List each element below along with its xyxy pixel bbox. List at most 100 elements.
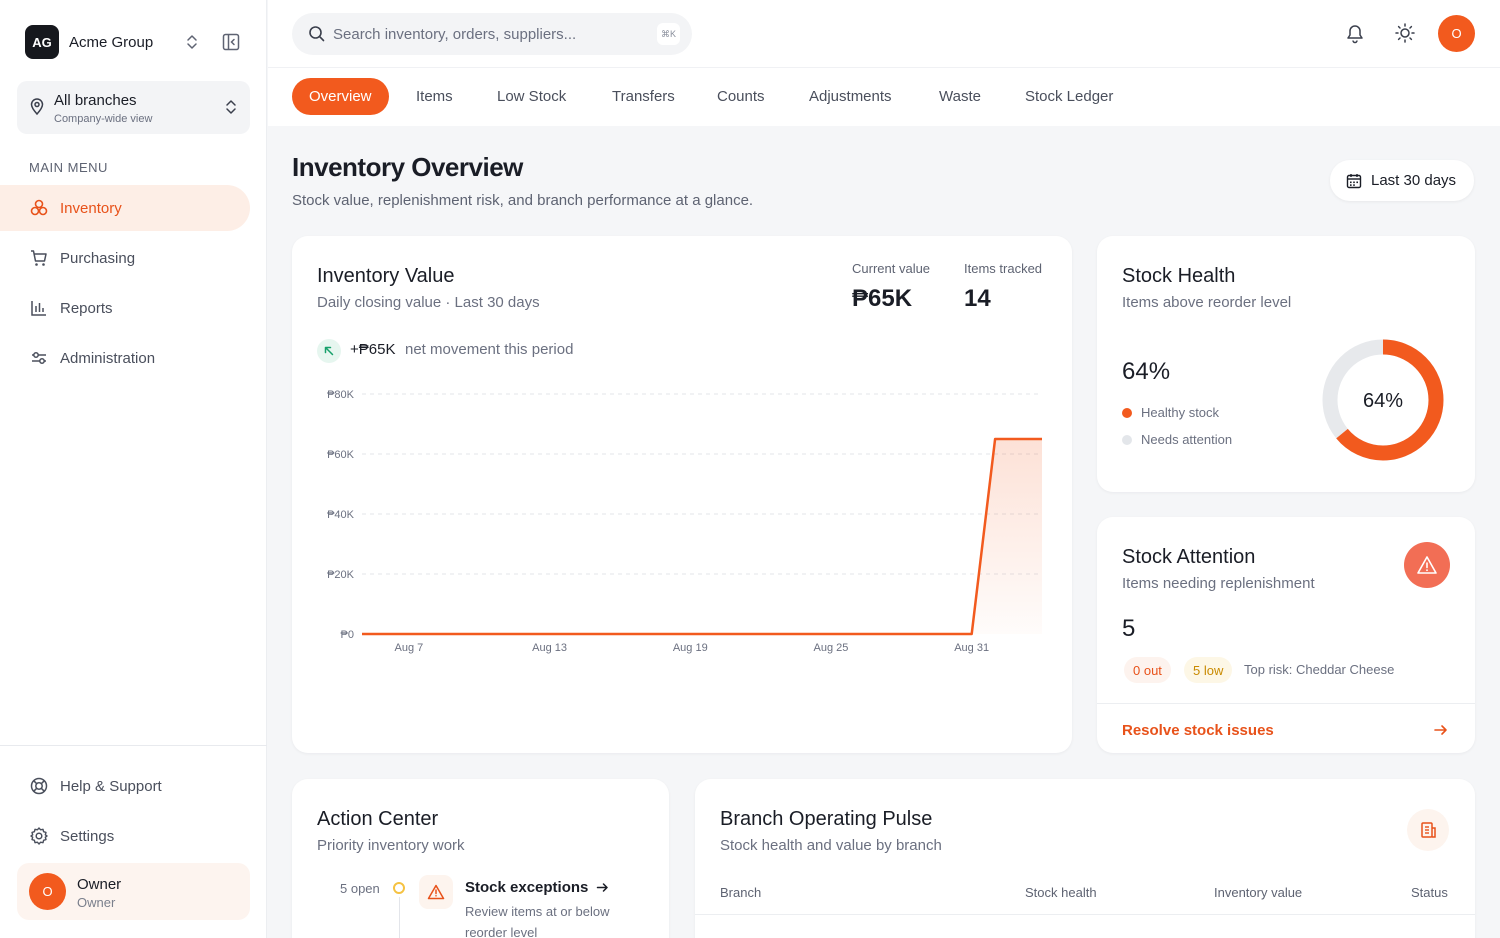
arrow-up-left-icon <box>317 339 341 363</box>
boxes-icon <box>29 198 49 218</box>
sidebar-item-administration[interactable]: Administration <box>0 335 250 381</box>
search-input[interactable] <box>333 24 633 44</box>
sidebar-item-label: Reports <box>60 299 113 317</box>
net-movement-text: net movement this period <box>405 341 574 358</box>
card-title: Stock Attention <box>1122 546 1256 568</box>
search-icon <box>308 25 326 43</box>
inventory-value-card: Inventory Value Daily closing value · La… <box>292 236 1072 753</box>
tab-waste[interactable]: Waste <box>939 88 981 105</box>
sun-icon[interactable] <box>1394 22 1416 44</box>
net-movement-amount: +₱65K <box>350 341 396 358</box>
org-switcher[interactable]: AG Acme Group <box>25 25 245 59</box>
low-stock-pill: 5 low <box>1184 657 1233 683</box>
y-tick-label: ₱0 <box>341 629 354 641</box>
sliders-icon <box>29 348 49 368</box>
legend-label: Healthy stock <box>1141 405 1220 420</box>
arrow-right-icon <box>597 883 609 892</box>
column-header-inventory-value[interactable]: Inventory value <box>1214 885 1303 900</box>
timeline-line <box>399 897 400 938</box>
chart-area-fill <box>362 439 1042 634</box>
legend-needs-attention: Needs attention <box>1122 432 1232 447</box>
sidebar: AG Acme Group All branches Company-wide … <box>0 0 267 938</box>
card-subtitle: Priority inventory work <box>317 837 465 854</box>
resolve-stock-issues-link[interactable]: Resolve stock issues <box>1122 722 1274 739</box>
card-subtitle: Daily closing value · Last 30 days <box>317 294 540 311</box>
avatar[interactable]: O <box>1438 15 1475 52</box>
page-title: Inventory Overview <box>292 152 523 182</box>
sidebar-item-label: Help & Support <box>60 777 162 795</box>
date-range-button[interactable]: Last 30 days <box>1330 160 1474 201</box>
legend-dot <box>1122 434 1132 445</box>
main-menu-label: MAIN MENU <box>29 160 108 175</box>
out-of-stock-pill: 0 out <box>1124 657 1171 683</box>
lifebuoy-icon <box>29 776 49 796</box>
column-header-stock-health[interactable]: Stock health <box>1025 885 1097 900</box>
chart-series-line <box>362 437 1042 636</box>
sidebar-item-label: Administration <box>60 349 156 367</box>
org-logo: AG <box>25 25 59 59</box>
legend-label: Needs attention <box>1141 432 1233 447</box>
date-range-label: Last 30 days <box>1371 172 1457 189</box>
x-tick-label: Aug 13 <box>532 642 567 654</box>
user-role: Owner <box>77 895 116 910</box>
bar-chart-icon <box>29 298 49 318</box>
gear-icon <box>29 826 49 846</box>
bell-icon[interactable] <box>1345 22 1365 44</box>
tab-transfers[interactable]: Transfers <box>612 88 675 105</box>
branch-subtitle: Company-wide view <box>54 113 153 125</box>
stock-exceptions-link[interactable]: Stock exceptions <box>465 879 609 896</box>
sidebar-item-reports[interactable]: Reports <box>0 285 250 331</box>
legend-healthy: Healthy stock <box>1122 405 1219 420</box>
inventory-value-chart: ₱0 ₱20K ₱40K ₱60K ₱80K Aug 7 Aug 13 Aug 19 Aug … <box>327 389 1042 654</box>
health-percent: 64% <box>1122 358 1171 385</box>
top-risk-text: Top risk: Cheddar Cheese <box>1244 662 1395 677</box>
card-title: Inventory Value <box>317 265 455 287</box>
warning-icon <box>419 875 453 909</box>
sidebar-item-label: Inventory <box>60 199 122 217</box>
search-box[interactable]: ⌘K <box>292 13 692 55</box>
y-tick-label: ₱40K <box>327 509 355 521</box>
tab-adjustments[interactable]: Adjustments <box>809 88 892 105</box>
column-header-branch[interactable]: Branch <box>720 885 762 900</box>
card-subtitle: Items above reorder level <box>1122 294 1292 311</box>
tab-bar: Overview Items Low Stock Transfers Count… <box>268 67 1500 126</box>
cart-icon <box>29 248 49 268</box>
chevron-up-down-icon[interactable] <box>185 33 199 51</box>
stock-exceptions-title: Stock exceptions <box>465 879 589 896</box>
shortcut-hint: ⌘K <box>657 23 680 45</box>
items-tracked-label: Items tracked <box>964 261 1043 276</box>
donut-value-arc <box>1322 339 1444 461</box>
tab-overview[interactable]: Overview <box>292 78 389 115</box>
tab-items[interactable]: Items <box>416 88 453 105</box>
tab-low-stock[interactable]: Low Stock <box>497 88 567 105</box>
attention-count: 5 <box>1122 615 1136 642</box>
legend-dot <box>1122 407 1132 418</box>
action-center-card: Action Center Priority inventory work 5 … <box>292 779 669 938</box>
card-title: Stock Health <box>1122 265 1236 287</box>
chevron-up-down-icon <box>224 98 238 116</box>
branch-selector[interactable]: All branches Company-wide view <box>17 81 250 134</box>
card-title: Action Center <box>317 808 439 830</box>
sidebar-item-purchasing[interactable]: Purchasing <box>0 235 250 281</box>
y-tick-label: ₱80K <box>327 389 355 401</box>
sidebar-item-settings[interactable]: Settings <box>0 813 250 859</box>
card-subtitle: Items needing replenishment <box>1122 575 1315 592</box>
sidebar-item-help[interactable]: Help & Support <box>0 763 250 809</box>
divider <box>1097 703 1475 704</box>
arrow-right-icon[interactable] <box>1433 722 1449 738</box>
sidebar-divider <box>0 745 267 746</box>
stock-attention-card: Stock Attention Items needing replenishm… <box>1097 517 1475 753</box>
x-tick-label: Aug 19 <box>673 642 708 654</box>
branch-pulse-card: Branch Operating Pulse Stock health and … <box>695 779 1475 938</box>
column-header-status[interactable]: Status <box>1411 885 1448 900</box>
tab-stock-ledger[interactable]: Stock Ledger <box>1025 88 1114 105</box>
sidebar-collapse-icon[interactable] <box>221 32 241 52</box>
tab-counts[interactable]: Counts <box>717 88 765 105</box>
sidebar-item-inventory[interactable]: Inventory <box>0 185 250 231</box>
sidebar-item-label: Purchasing <box>60 249 136 267</box>
x-tick-label: Aug 31 <box>954 642 989 654</box>
user-card[interactable]: O Owner Owner <box>17 863 250 920</box>
y-tick-label: ₱20K <box>327 569 355 581</box>
stock-health-donut: 64% <box>1322 339 1444 461</box>
items-tracked-value: 14 <box>964 285 991 312</box>
